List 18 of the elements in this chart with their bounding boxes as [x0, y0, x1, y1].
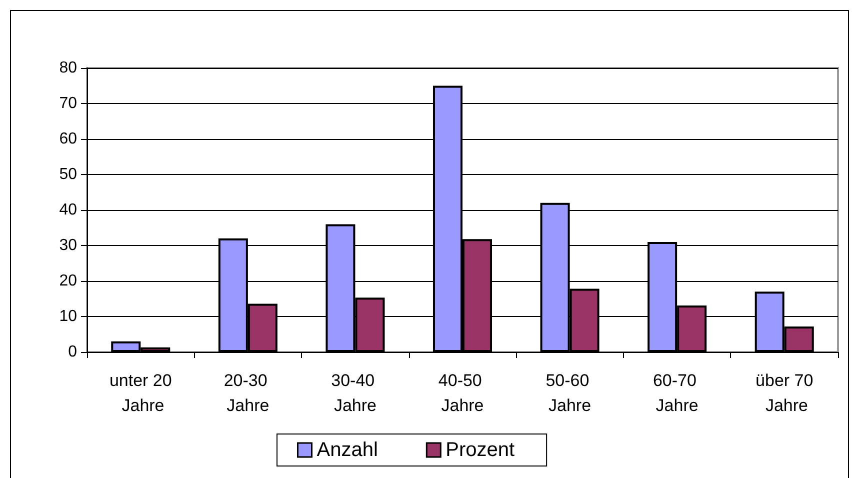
y-tick-label: 80: [59, 60, 78, 76]
legend-label: Anzahl: [316, 439, 378, 461]
x-tick-label: 20-30 Jahre: [224, 371, 272, 415]
x-tick-label: 60-70 Jahre: [652, 371, 702, 415]
y-tick-label: 20: [59, 272, 78, 290]
x-tick-label: 50-60 Jahre: [546, 371, 594, 415]
x-tick-label: über 70 Jahre: [756, 371, 814, 415]
y-tick-label: 50: [59, 166, 78, 183]
y-tick-label: 30: [59, 237, 78, 254]
x-tick-label: unter 20 Jahre: [109, 371, 172, 415]
y-tick-label: 40: [59, 202, 78, 218]
y-tick-label: 10: [59, 308, 78, 325]
y-tick-label: 70: [59, 95, 78, 112]
x-tick-label: 40-50 Jahre: [438, 371, 487, 415]
legend-label: Prozent: [446, 439, 516, 461]
y-tick-label: 0: [68, 344, 78, 360]
y-tick-label: 60: [59, 130, 78, 148]
x-tick-label: 30-40 Jahre: [331, 371, 380, 415]
